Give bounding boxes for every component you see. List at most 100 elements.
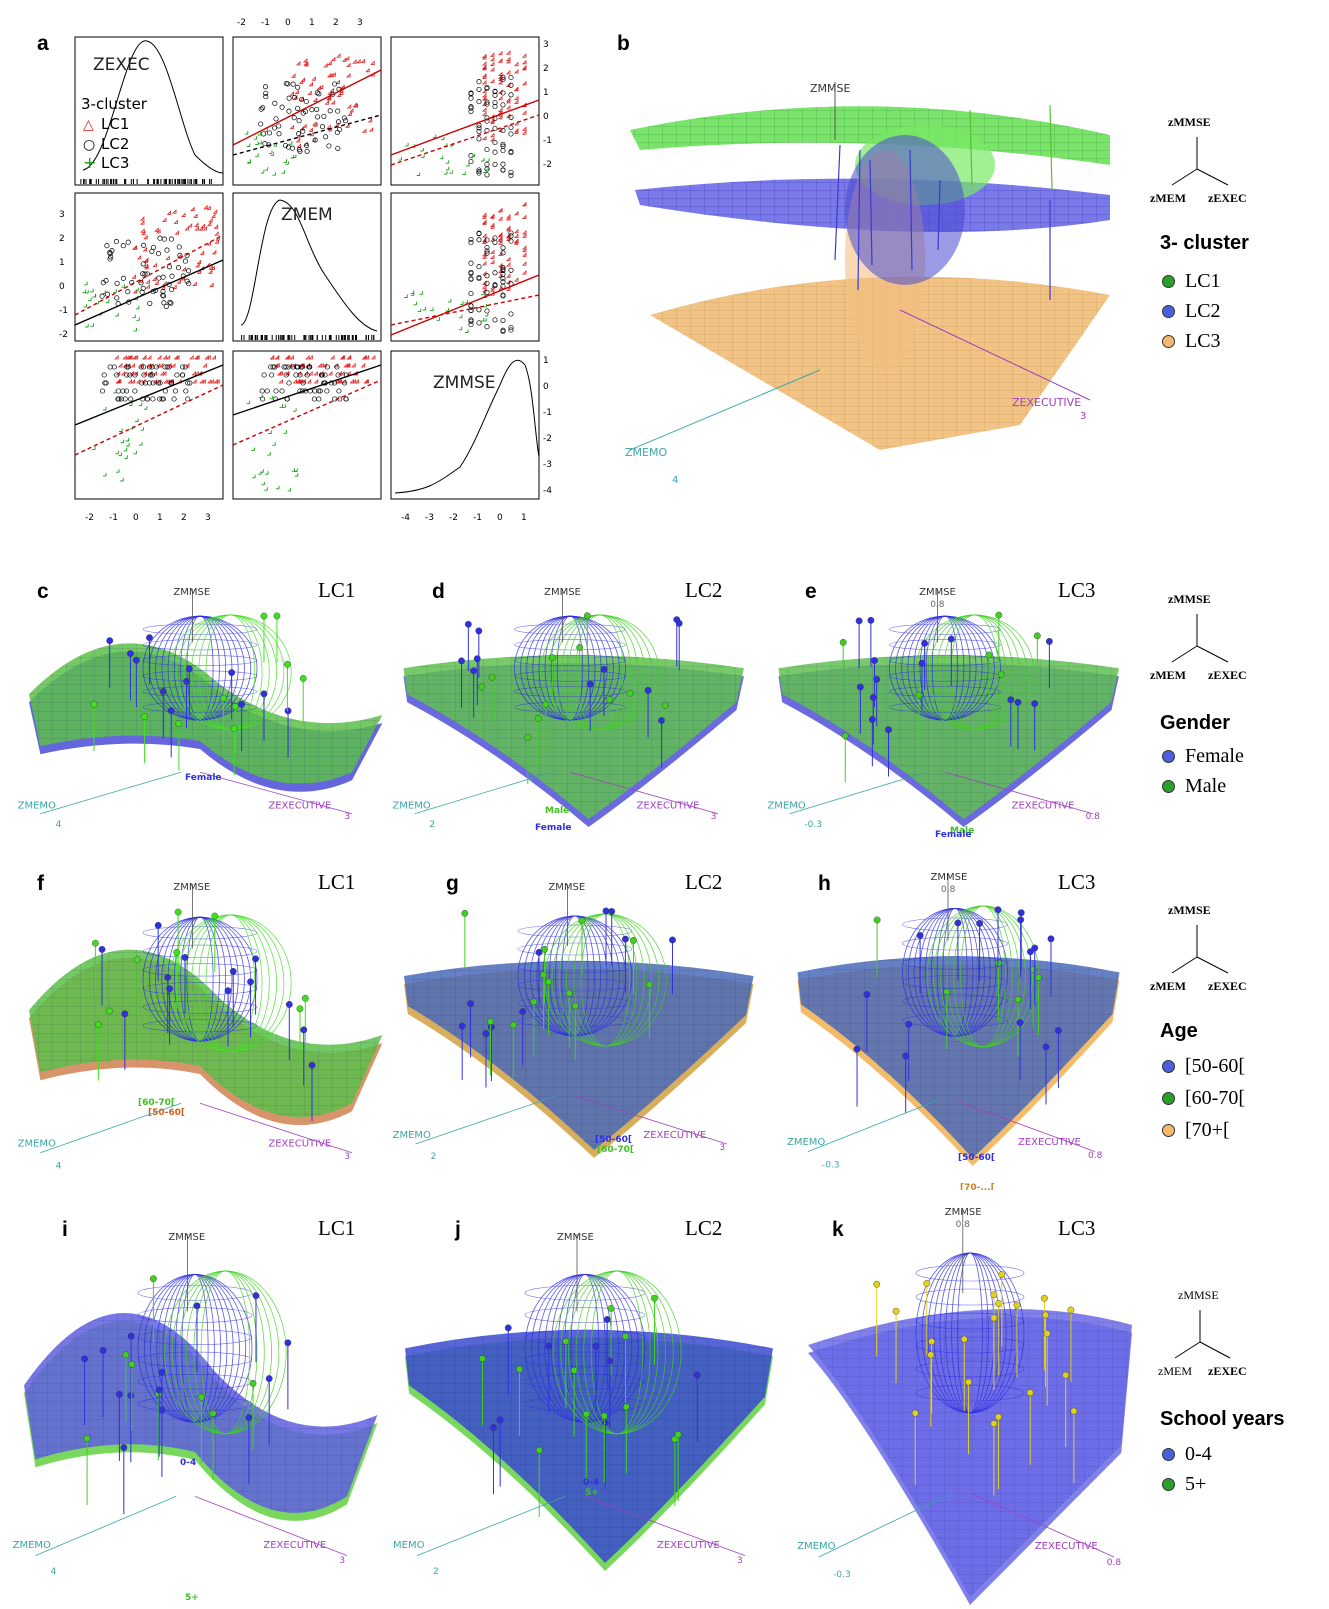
lc1-point [498, 127, 503, 132]
data-point [245, 1414, 253, 1422]
lc3-point [283, 430, 288, 434]
reg-line [74, 364, 224, 426]
lc2-point [283, 372, 289, 378]
lc1-point [345, 363, 350, 368]
lc1-point [498, 268, 503, 273]
axis-label-zmem: ZMEMO [767, 801, 805, 812]
lc1-point [152, 262, 157, 268]
lc3-point [292, 154, 297, 158]
surface-grid [797, 956, 1120, 1158]
lc1-point [201, 379, 206, 384]
axis-zexec [899, 309, 1091, 401]
data-point [562, 1337, 570, 1345]
tick-label: 2 [59, 234, 65, 244]
lc2-point [324, 364, 330, 370]
lc2-point [147, 300, 153, 306]
data-point [252, 1292, 260, 1300]
lc3-point [458, 326, 463, 331]
lc3-point [272, 172, 276, 176]
triad-zmem: zMEM [1150, 979, 1186, 993]
lc2-point [500, 102, 506, 108]
legend-cluster-lc2: LC2 [1162, 300, 1221, 323]
lc2-point [323, 134, 329, 140]
surface-label: [50-60[ [595, 1135, 632, 1145]
lc3-point [293, 408, 297, 412]
tick-label: -1 [59, 306, 68, 316]
lc1-point [312, 121, 317, 126]
lc2-point [141, 242, 147, 248]
axis-zexec [199, 1102, 353, 1154]
lc3-point [421, 154, 425, 158]
data-point [622, 1332, 629, 1340]
lc2-point [168, 300, 174, 306]
lc1-point [322, 363, 327, 368]
lc2-point [147, 372, 153, 378]
lc1-point [142, 246, 148, 252]
lc1-point [498, 216, 503, 221]
lc1-point [506, 58, 511, 64]
lc1-point [296, 61, 301, 66]
data-point [607, 1304, 615, 1312]
legend-age-50: [50-60[ [1162, 1055, 1245, 1078]
lc1-point [127, 355, 132, 360]
ellipsoid-parallel [514, 701, 626, 713]
lc2-point [298, 364, 304, 370]
lc3-point [480, 317, 485, 322]
dot-icon [1162, 1092, 1175, 1105]
data-point [1042, 1043, 1050, 1051]
tick-label: 1 [543, 356, 549, 366]
ellipsoid-meridian [205, 914, 256, 1052]
lc1-point [187, 222, 193, 228]
lc2-point [120, 243, 126, 249]
lc3-point [124, 455, 128, 459]
data-point [658, 717, 666, 724]
lc2-point [327, 108, 333, 114]
pairs-legend-circle-icon: ○ [83, 137, 95, 153]
ellipsoid-parallel [142, 701, 258, 713]
lc3-point [126, 443, 130, 447]
lc3-point [84, 281, 88, 286]
data-point [622, 935, 629, 943]
data-point [105, 1007, 113, 1015]
lc3-point [294, 473, 299, 477]
lc1-point [211, 249, 217, 255]
lc2-point [176, 244, 182, 250]
lc1-point [482, 72, 487, 78]
panel-label-g: g [446, 872, 459, 895]
data-point [141, 713, 148, 721]
lc1-point [506, 286, 511, 291]
data-point [965, 1378, 972, 1386]
data-point [185, 665, 193, 673]
surface-grid [808, 1309, 1132, 1597]
lc1-point [305, 355, 310, 360]
lc2-point [335, 372, 341, 378]
lc1-point [289, 124, 295, 130]
lc3-point [410, 292, 415, 296]
data-point [853, 1045, 861, 1053]
lc3-point [83, 304, 87, 308]
lc2-point [500, 148, 506, 154]
axis-zmem [818, 1492, 953, 1558]
data-point [1054, 1027, 1062, 1034]
diag-label-zmem: ZMEM [281, 205, 333, 225]
data-point [673, 616, 681, 624]
lc2-point [161, 236, 167, 242]
lc2-point [164, 247, 170, 253]
lc2-point [114, 295, 120, 301]
lc3-point [121, 284, 125, 288]
data-point [1033, 632, 1041, 640]
lc2-point [304, 372, 310, 378]
lc1-point [506, 233, 511, 239]
lc1-point [506, 262, 511, 267]
lc2-point [299, 364, 306, 370]
lc1-point [300, 77, 306, 82]
lc1-point [352, 102, 357, 107]
lc2-point [492, 283, 498, 289]
axis-label-zmmse: ZMMSE [544, 587, 581, 598]
ellipsoid-parallel [915, 1264, 1025, 1282]
lc2-point [276, 131, 282, 137]
data-point [115, 1390, 123, 1398]
lc2-point [342, 380, 348, 386]
lc1-point [346, 62, 351, 68]
lc1-point [498, 50, 503, 56]
